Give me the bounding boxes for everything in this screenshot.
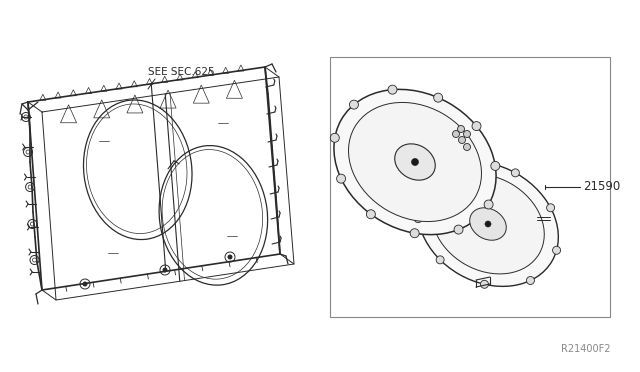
Circle shape [414,215,422,223]
Circle shape [436,256,444,264]
Circle shape [463,158,471,166]
Text: SEE SEC.625: SEE SEC.625 [148,67,214,77]
Circle shape [485,221,491,227]
Circle shape [547,204,555,212]
Circle shape [330,133,339,142]
Circle shape [227,254,232,260]
Circle shape [481,280,488,288]
Circle shape [454,225,463,234]
Circle shape [527,276,534,285]
Circle shape [491,161,500,170]
Circle shape [458,125,465,132]
Circle shape [410,229,419,238]
Ellipse shape [418,161,558,286]
Text: R21400F2: R21400F2 [561,344,610,354]
Bar [330,57,610,317]
Circle shape [412,158,419,166]
Circle shape [425,176,433,184]
Circle shape [463,131,470,138]
Text: 21590: 21590 [583,180,620,193]
Circle shape [388,85,397,94]
Circle shape [463,144,470,151]
Circle shape [83,282,88,286]
Circle shape [434,93,443,102]
Circle shape [337,174,346,183]
Ellipse shape [349,102,481,222]
Circle shape [163,267,168,273]
Circle shape [452,131,460,138]
Circle shape [484,200,493,209]
Circle shape [366,210,376,219]
Ellipse shape [395,144,435,180]
Circle shape [552,246,561,254]
Ellipse shape [334,89,496,235]
Circle shape [472,122,481,131]
Circle shape [458,137,465,144]
Ellipse shape [432,174,544,274]
Circle shape [349,100,358,109]
Circle shape [511,169,519,177]
Ellipse shape [470,208,506,240]
